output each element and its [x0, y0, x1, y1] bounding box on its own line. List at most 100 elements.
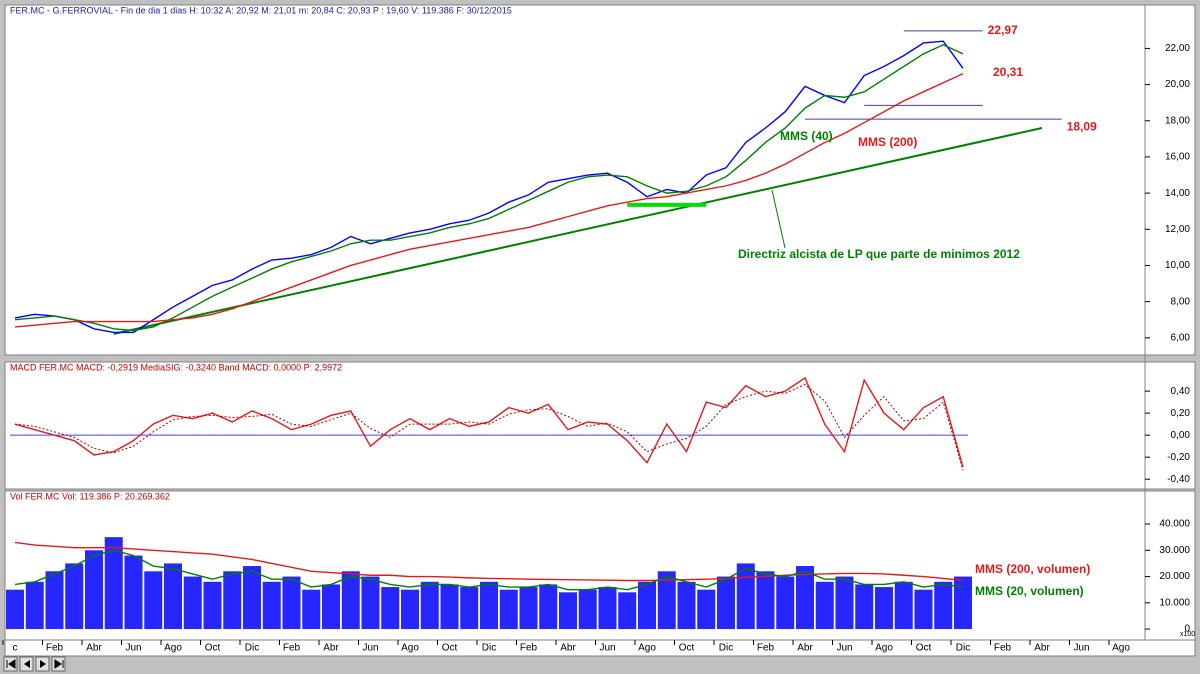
volume-bar	[164, 563, 182, 630]
x-tick-label: Oct	[679, 643, 695, 654]
volume-bar	[223, 571, 242, 630]
icon	[54, 659, 64, 669]
x-tick-label: Jun	[362, 643, 378, 654]
x-tick-label: Dic	[719, 643, 733, 654]
y-tick-label: 8,00	[1171, 296, 1191, 307]
x-tick-label: Feb	[46, 643, 64, 654]
volume-bar	[45, 571, 64, 630]
volume-bar	[420, 581, 439, 630]
y-tick-label: 0,20	[1171, 408, 1191, 419]
x-tick-label: Abr	[1034, 643, 1050, 654]
volume-bar	[756, 571, 775, 630]
trendline	[113, 127, 1043, 335]
volume-bar	[559, 592, 577, 630]
volume-bar	[815, 581, 834, 630]
volume-bar	[598, 587, 617, 630]
x-tick-label: Abr	[560, 643, 576, 654]
series-line	[14, 541, 964, 582]
x-tick-label: Ago	[164, 643, 182, 654]
y-tick-label: 10.000	[1159, 597, 1190, 608]
x-tick-label: Oct	[442, 643, 458, 654]
macd-panel	[4, 361, 1196, 490]
volume-bar	[796, 566, 814, 630]
price-header: FER.MC - G.FERROVIAL - Fin de dia 1 dias…	[10, 5, 512, 15]
series-line	[14, 383, 964, 471]
icon	[40, 660, 46, 668]
series-label: MMS (200, volumen)	[975, 562, 1090, 576]
volume-bar	[124, 555, 143, 630]
x-tick-label: Jun	[125, 643, 141, 654]
threshold-note: Sin umbrales	[12, 345, 53, 352]
volume-bar	[638, 581, 656, 630]
volume-bar	[6, 589, 24, 630]
volume-bar	[618, 592, 637, 630]
x-tick-label: Ago	[875, 643, 893, 654]
y-tick-label: 18,00	[1165, 115, 1190, 126]
level-label: 22,97	[988, 23, 1018, 37]
volume-bar	[736, 563, 755, 630]
volume-bar	[539, 584, 558, 630]
series-line	[14, 73, 964, 328]
x-tick-label: Oct	[916, 643, 932, 654]
y-tick-label: 10,00	[1165, 260, 1190, 271]
annotation: 20,31	[993, 65, 1023, 79]
x-tick-label: Abr	[323, 643, 339, 654]
y-tick-label: -0,20	[1167, 452, 1190, 463]
level-label: 18,09	[1067, 119, 1097, 133]
x-tick-label: Abr	[86, 643, 102, 654]
volume-bar	[85, 550, 103, 630]
volume-bar	[440, 584, 459, 630]
x-tick-label: Feb	[757, 643, 775, 654]
macd-header: MACD FER.MC MACD: -0,2919 MediaSIG: -0,3…	[10, 362, 342, 372]
volume-unit: x100	[1180, 631, 1195, 638]
volume-bar	[954, 576, 972, 630]
volume-bar	[282, 576, 301, 630]
x-tick-label: Feb	[520, 643, 538, 654]
volume-bar	[835, 576, 854, 630]
x-tick-label: Dic	[956, 643, 970, 654]
y-tick-label: 20.000	[1159, 571, 1190, 582]
y-tick-label: 16,00	[1165, 152, 1190, 163]
icon	[24, 660, 30, 668]
x-tick-label: Dic	[482, 643, 496, 654]
volume-bar	[243, 566, 261, 630]
x-tick-label: Jun	[599, 643, 615, 654]
volume-bar	[203, 581, 222, 630]
y-tick-label: -0,40	[1167, 474, 1190, 485]
volume-bar	[717, 576, 735, 630]
volume-bar	[25, 581, 44, 630]
volume-bar	[104, 537, 123, 630]
volume-bar	[262, 581, 281, 630]
series-line	[14, 44, 964, 332]
y-tick-label: 40.000	[1159, 519, 1190, 530]
volume-bar	[578, 589, 597, 630]
y-tick-label: 0,00	[1171, 430, 1191, 441]
pointer	[771, 189, 786, 249]
volume-bar	[875, 587, 893, 630]
volume-header: Vol FER.MC Vol: 119.386 P: 20.269.362	[10, 491, 170, 501]
x-tick-label: Abr	[797, 643, 813, 654]
price-panel	[4, 4, 1196, 356]
y-tick-label: 20,00	[1165, 79, 1190, 90]
volume-bar	[499, 589, 518, 630]
volume-bar	[381, 587, 400, 630]
time-axis	[4, 639, 1196, 657]
volume-bar	[460, 587, 479, 630]
volume-bar	[144, 571, 163, 630]
y-tick-label: 22,00	[1165, 43, 1190, 54]
volume-bar	[776, 576, 795, 630]
y-tick-label: 14,00	[1165, 188, 1190, 199]
volume-bar	[341, 571, 360, 630]
x-tick-label: Ago	[1112, 643, 1130, 654]
x-tick-label: Feb	[994, 643, 1012, 654]
series-label: MMS (200)	[858, 135, 917, 149]
volume-bar	[65, 563, 84, 630]
x-tick-label: Oct	[205, 643, 221, 654]
volume-bar	[480, 581, 498, 630]
x-tick-label: Jun	[836, 643, 852, 654]
volume-bar	[401, 589, 419, 630]
icon	[6, 659, 16, 669]
y-tick-label: 0,40	[1171, 386, 1191, 397]
y-tick-label: 0	[1184, 624, 1190, 635]
